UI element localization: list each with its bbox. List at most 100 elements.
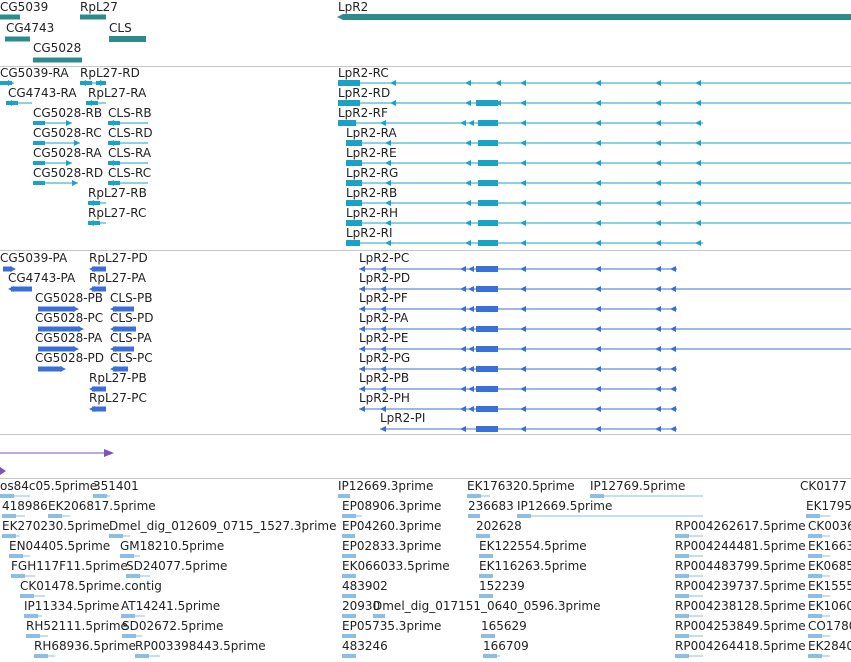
protein-glyph[interactable] xyxy=(670,426,676,432)
protein-label[interactable]: CG4743-PA xyxy=(8,271,76,285)
protein-glyph[interactable] xyxy=(670,346,676,352)
transcript-glyph[interactable] xyxy=(520,160,526,166)
gene-glyph[interactable] xyxy=(343,14,851,20)
transcript-glyph[interactable] xyxy=(390,80,396,86)
protein-label[interactable]: LpR2-PI xyxy=(380,411,426,425)
protein-label[interactable]: CG5028-PC xyxy=(35,311,104,325)
protein-label[interactable]: LpR2-PD xyxy=(359,271,411,285)
est-label[interactable]: RH68936.5prime xyxy=(34,639,136,653)
est-label[interactable]: EK1060 xyxy=(808,599,851,613)
protein-glyph[interactable] xyxy=(92,286,106,292)
protein-glyph[interactable] xyxy=(520,406,526,412)
transcript-glyph[interactable] xyxy=(33,161,45,165)
transcript-label[interactable]: LpR2-RE xyxy=(346,146,397,160)
protein-label[interactable]: LpR2-PE xyxy=(359,331,409,345)
transcript-label[interactable]: CLS-RB xyxy=(108,106,152,120)
est-label[interactable]: IP12669.3prime xyxy=(338,479,434,493)
est-glyph[interactable] xyxy=(481,634,495,638)
transcript-glyph[interactable] xyxy=(655,180,661,186)
transcript-label[interactable]: LpR2-RH xyxy=(346,206,398,220)
transcript-glyph[interactable] xyxy=(655,200,661,206)
protein-glyph[interactable] xyxy=(460,326,466,332)
est-glyph[interactable] xyxy=(342,614,356,618)
protein-glyph[interactable] xyxy=(110,326,116,332)
est-label[interactable]: 483902 xyxy=(342,579,388,593)
est-label[interactable]: EP04260.3prime xyxy=(342,519,442,533)
protein-glyph[interactable] xyxy=(359,406,365,412)
transcript-glyph[interactable] xyxy=(520,140,526,146)
est-glyph[interactable] xyxy=(342,574,356,578)
transcript-label[interactable]: CG5028-RD xyxy=(33,166,104,180)
protein-glyph[interactable] xyxy=(655,346,661,352)
protein-label[interactable]: CLS-PB xyxy=(110,291,153,305)
transcript-label[interactable]: CG5039-RA xyxy=(0,66,69,80)
protein-glyph[interactable] xyxy=(460,306,466,312)
transcript-glyph[interactable] xyxy=(88,200,94,206)
protein-glyph[interactable] xyxy=(10,266,16,272)
protein-glyph[interactable] xyxy=(110,346,116,352)
protein-glyph[interactable] xyxy=(595,426,601,432)
protein-glyph[interactable] xyxy=(595,266,601,272)
insertion-glyph[interactable] xyxy=(0,467,6,475)
transcript-glyph[interactable] xyxy=(380,120,386,126)
protein-glyph[interactable] xyxy=(380,406,386,412)
est-label[interactable]: CK0177 xyxy=(800,479,847,493)
est-glyph[interactable] xyxy=(476,534,490,538)
est-label[interactable]: EK2840 xyxy=(808,639,851,653)
protein-glyph[interactable] xyxy=(38,346,75,352)
protein-glyph[interactable] xyxy=(670,266,676,272)
protein-label[interactable]: LpR2-PA xyxy=(359,311,409,325)
transcript-glyph[interactable] xyxy=(478,180,498,186)
protein-glyph[interactable] xyxy=(476,406,498,412)
protein-glyph[interactable] xyxy=(655,266,661,272)
est-label[interactable]: EN04405.5prime xyxy=(9,539,111,553)
est-label[interactable]: RP004238128.5prime xyxy=(675,599,806,613)
transcript-label[interactable]: RpL27-RD xyxy=(80,66,140,80)
protein-glyph[interactable] xyxy=(670,306,676,312)
transcript-glyph[interactable] xyxy=(695,220,701,226)
est-glyph[interactable] xyxy=(342,654,356,658)
protein-glyph[interactable] xyxy=(113,346,134,352)
transcript-glyph[interactable] xyxy=(595,180,601,186)
protein-glyph[interactable] xyxy=(468,406,474,412)
est-glyph[interactable] xyxy=(479,554,493,558)
transcript-glyph[interactable] xyxy=(33,141,45,145)
protein-glyph[interactable] xyxy=(476,306,498,312)
protein-glyph[interactable] xyxy=(460,426,466,432)
insertion-glyph[interactable] xyxy=(104,449,114,457)
transcript-glyph[interactable] xyxy=(478,160,498,166)
est-label[interactable]: EP08906.3prime xyxy=(342,499,442,513)
transcript-glyph[interactable] xyxy=(495,80,501,86)
est-label[interactable]: CO1780 xyxy=(808,619,851,633)
transcript-glyph[interactable] xyxy=(465,160,471,166)
protein-glyph[interactable] xyxy=(476,366,498,372)
protein-label[interactable]: CG5028-PB xyxy=(35,291,104,305)
est-label[interactable]: IP11334.5prime xyxy=(24,599,120,613)
transcript-glyph[interactable] xyxy=(478,220,498,226)
protein-glyph[interactable] xyxy=(476,346,498,352)
transcript-label[interactable]: LpR2-RC xyxy=(338,66,389,80)
transcript-glyph[interactable] xyxy=(108,180,114,186)
protein-glyph[interactable] xyxy=(380,286,386,292)
est-label[interactable]: 236683 xyxy=(468,499,514,513)
transcript-glyph[interactable] xyxy=(33,121,45,125)
transcript-glyph[interactable] xyxy=(465,180,471,186)
transcript-glyph[interactable] xyxy=(655,120,661,126)
protein-glyph[interactable] xyxy=(655,366,661,372)
protein-glyph[interactable] xyxy=(359,366,365,372)
gene-label[interactable]: LpR2 xyxy=(338,0,369,14)
transcript-label[interactable]: CLS-RC xyxy=(108,166,152,180)
est-glyph[interactable] xyxy=(338,494,350,498)
transcript-glyph[interactable] xyxy=(8,80,14,86)
protein-glyph[interactable] xyxy=(670,326,676,332)
transcript-glyph[interactable] xyxy=(695,200,701,206)
protein-glyph[interactable] xyxy=(8,286,14,292)
protein-label[interactable]: CLS-PC xyxy=(110,351,153,365)
est-label[interactable]: FGH117F11.5prime xyxy=(11,559,128,573)
protein-label[interactable]: RpL27-PC xyxy=(89,391,147,405)
transcript-glyph[interactable] xyxy=(100,80,106,86)
protein-glyph[interactable] xyxy=(468,346,474,352)
transcript-glyph[interactable] xyxy=(385,220,391,226)
est-label[interactable]: RP004239737.5prime xyxy=(675,579,806,593)
transcript-glyph[interactable] xyxy=(465,140,471,146)
